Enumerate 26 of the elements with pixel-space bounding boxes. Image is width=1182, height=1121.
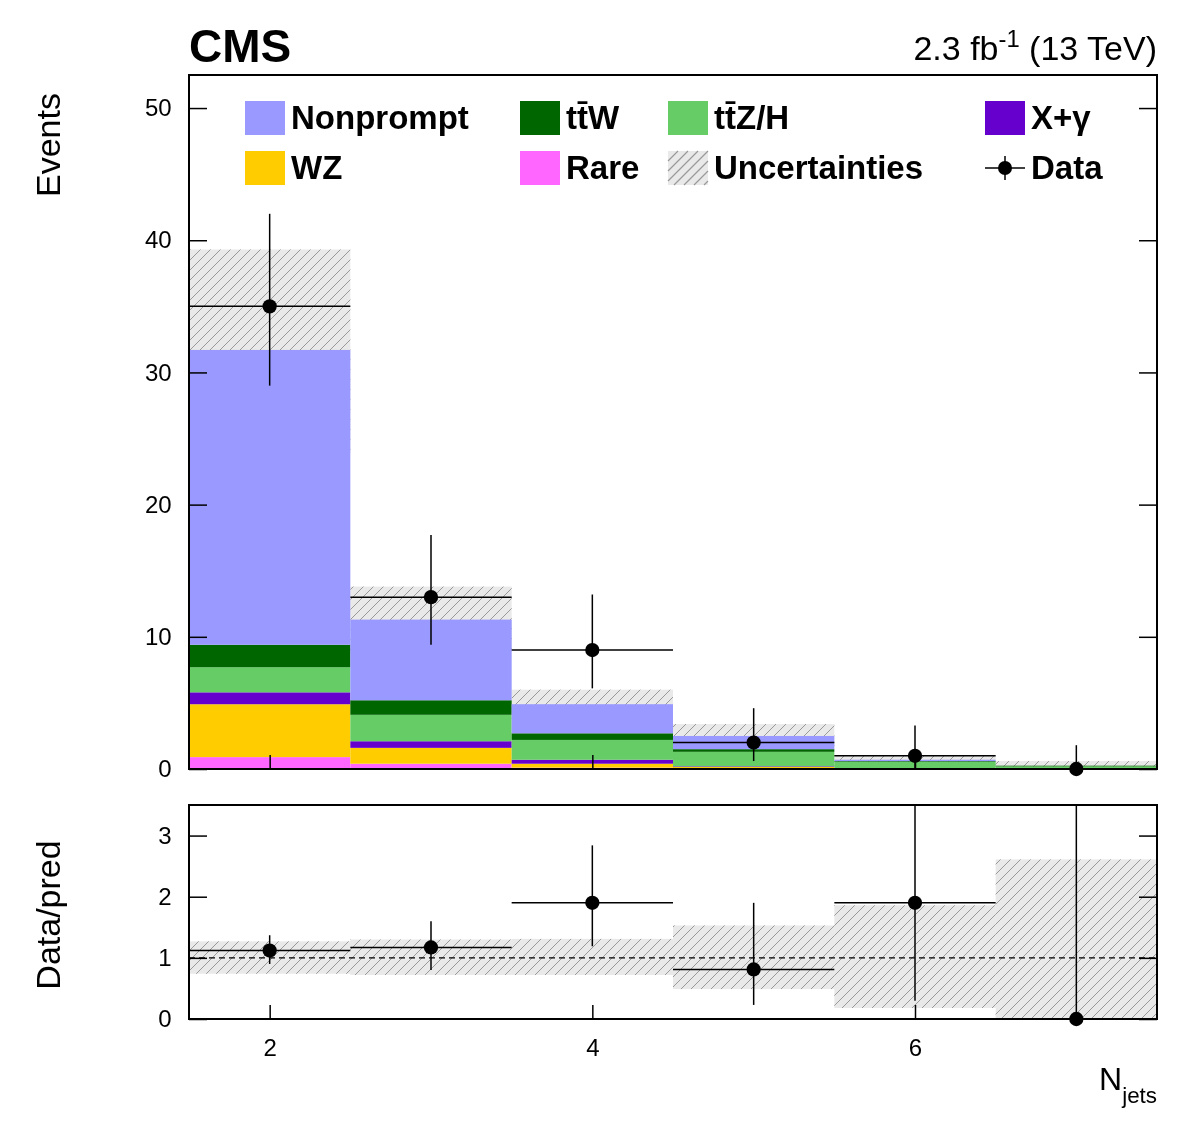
y-tick-label: 40 [144,226,172,254]
legend-label: X+γ [1031,99,1092,136]
y-tick-label: 3 [158,821,172,849]
y-tick-label: 30 [144,358,172,386]
chart-subtitle: 2.3 fb$^{-1}$ (13 TeV) [913,24,1157,67]
y-tick-label: 20 [144,490,172,518]
x-tick-label: 6 [908,1033,923,1061]
legend-label: tt̄Z/H [714,99,790,136]
x-tick-label: 2 [263,1033,277,1061]
y-tick-label: 50 [144,94,172,122]
y-tick-label: 0 [158,755,172,783]
y-axis-title: Events [29,93,67,197]
y-tick-label: 2 [158,882,172,910]
legend-label: Rare [566,149,640,186]
y-tick-label: 1 [158,944,172,972]
legend-label: WZ [291,149,343,186]
legend-label: Uncertainties [714,149,924,186]
y-axis-title: Data/pred [29,840,67,990]
legend-label: Nonprompt [291,99,469,136]
x-axis-title: N$_{jets}$ [1099,1061,1157,1108]
legend-label: tt̄W [566,99,620,136]
chart-title: CMS [189,20,292,72]
y-tick-label: 10 [144,622,172,650]
x-tick-label: 4 [586,1033,600,1061]
y-tick-label: 0 [158,1005,172,1033]
legend-label: Data [1031,149,1104,186]
